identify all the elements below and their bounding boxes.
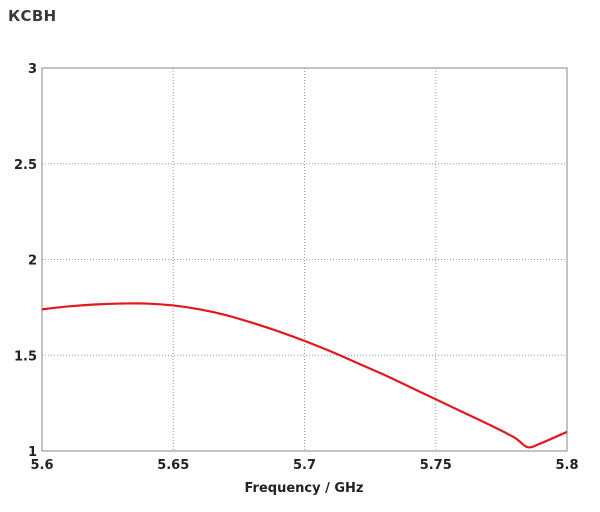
chart-title: КСВН bbox=[8, 7, 57, 25]
x-axis-label: Frequency / GHz bbox=[244, 481, 363, 496]
x-tick-label: 5.75 bbox=[420, 458, 452, 473]
y-tick-label: 2.5 bbox=[14, 158, 37, 173]
y-tick-label: 2 bbox=[28, 254, 37, 269]
y-tick-label: 3 bbox=[28, 62, 37, 77]
series-layer bbox=[41, 302, 568, 449]
y-tick-labels: 1 1.5 2 2.5 3 bbox=[14, 62, 37, 460]
series-line bbox=[41, 302, 568, 449]
x-tick-label: 5.7 bbox=[293, 458, 316, 473]
y-tick-label: 1.5 bbox=[14, 349, 37, 364]
plot-frame bbox=[41, 67, 568, 452]
x-tick-label: 5.6 bbox=[30, 458, 53, 473]
x-tick-label: 5.8 bbox=[555, 458, 578, 473]
y-tick-label: 1 bbox=[28, 445, 37, 460]
grid bbox=[42, 68, 567, 451]
x-tick-label: 5.65 bbox=[157, 458, 189, 473]
x-tick-labels: 5.6 5.65 5.7 5.75 5.8 bbox=[30, 458, 578, 473]
